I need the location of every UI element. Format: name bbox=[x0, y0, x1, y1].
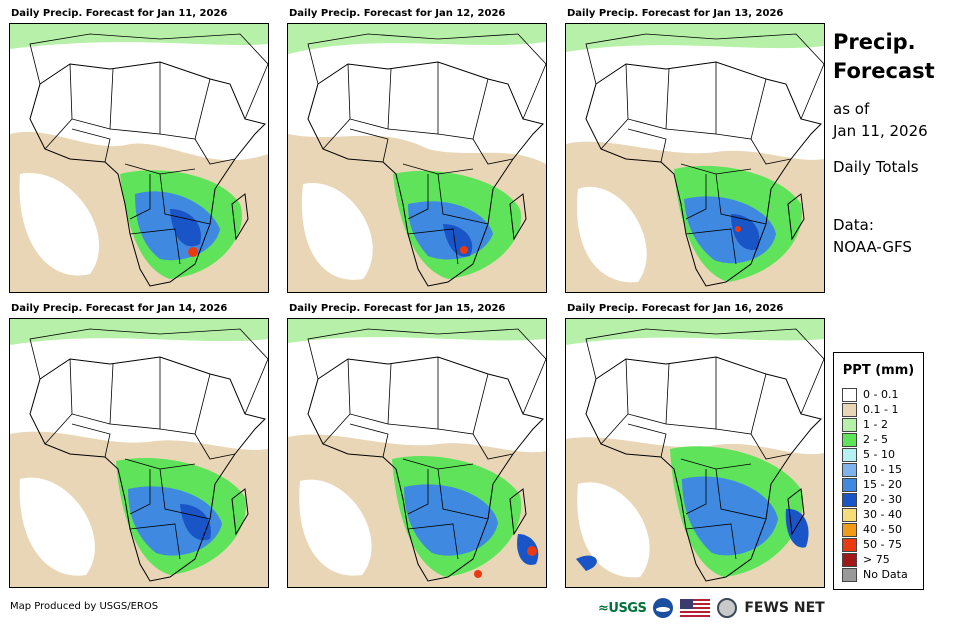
panel-jan-14: Daily Precip. Forecast for Jan 14, 2026 bbox=[9, 303, 271, 600]
panel-title: Daily Precip. Forecast for Jan 12, 2026 bbox=[289, 8, 506, 19]
legend-label: 50 - 75 bbox=[863, 538, 902, 551]
map-credit: Map Produced by USGS/EROS bbox=[10, 601, 159, 612]
panel-title: Daily Precip. Forecast for Jan 15, 2026 bbox=[289, 303, 506, 314]
us-flag-icon bbox=[680, 599, 711, 617]
forecast-map[interactable] bbox=[287, 318, 547, 588]
legend-swatch bbox=[842, 388, 857, 402]
legend-swatch bbox=[842, 523, 857, 537]
legend-item: 0 - 0.1 bbox=[842, 388, 898, 402]
legend-item: 5 - 10 bbox=[842, 448, 895, 462]
side-info: Precip. Forecast as of Jan 11, 2026 Dail… bbox=[833, 28, 963, 258]
legend-swatch bbox=[842, 448, 857, 462]
legend-label: > 75 bbox=[863, 553, 890, 566]
legend-item: No Data bbox=[842, 568, 908, 582]
panel-jan-11: Daily Precip. Forecast for Jan 11, 2026 bbox=[9, 8, 271, 305]
data-label: Data: bbox=[833, 216, 874, 234]
panel-title: Daily Precip. Forecast for Jan 13, 2026 bbox=[567, 8, 784, 19]
legend-item: 50 - 75 bbox=[842, 538, 902, 552]
legend-label: 20 - 30 bbox=[863, 493, 902, 506]
legend-label: 0 - 0.1 bbox=[863, 388, 899, 401]
data-source: NOAA-GFS bbox=[833, 238, 912, 256]
legend-swatch bbox=[842, 538, 857, 552]
fews-net-logo[interactable]: FEWS NET bbox=[744, 600, 825, 616]
legend-label: 1 - 2 bbox=[863, 418, 888, 431]
legend-swatch bbox=[842, 478, 857, 492]
legend-item: 1 - 2 bbox=[842, 418, 888, 432]
legend-label: No Data bbox=[863, 568, 908, 581]
forecast-map[interactable] bbox=[9, 23, 269, 293]
panel-jan-16: Daily Precip. Forecast for Jan 16, 2026 bbox=[565, 303, 827, 600]
legend-swatch bbox=[842, 403, 857, 417]
legend-item: 30 - 40 bbox=[842, 508, 902, 522]
legend-label: 10 - 15 bbox=[863, 463, 902, 476]
side-title-line2: Forecast bbox=[833, 59, 935, 83]
legend-item: 0.1 - 1 bbox=[842, 403, 898, 417]
legend-label: 15 - 20 bbox=[863, 478, 902, 491]
panel-jan-15: Daily Precip. Forecast for Jan 15, 2026 bbox=[287, 303, 549, 600]
precip-legend: PPT (mm) 0 - 0.1 0.1 - 1 1 - 2 2 - 5 5 - 10 1… bbox=[833, 352, 924, 590]
side-title-line1: Precip. bbox=[833, 30, 916, 54]
legend-swatch bbox=[842, 418, 857, 432]
logo-bar: ≈USGS FEWS NET bbox=[598, 595, 825, 621]
panel-title: Daily Precip. Forecast for Jan 14, 2026 bbox=[11, 303, 228, 314]
forecast-map[interactable] bbox=[9, 318, 269, 588]
legend-item: > 75 bbox=[842, 553, 890, 567]
legend-swatch bbox=[842, 553, 857, 567]
legend-item: 2 - 5 bbox=[842, 433, 888, 447]
legend-swatch bbox=[842, 508, 857, 522]
state-dept-seal-icon bbox=[717, 598, 738, 618]
legend-title: PPT (mm) bbox=[842, 363, 915, 378]
panel-title: Daily Precip. Forecast for Jan 11, 2026 bbox=[11, 8, 228, 19]
panel-title: Daily Precip. Forecast for Jan 16, 2026 bbox=[567, 303, 784, 314]
legend-swatch bbox=[842, 568, 857, 582]
legend-label: 0.1 - 1 bbox=[863, 403, 899, 416]
noaa-logo-icon[interactable] bbox=[653, 598, 674, 618]
legend-item: 10 - 15 bbox=[842, 463, 902, 477]
asof-date: Jan 11, 2026 bbox=[833, 122, 928, 140]
legend-label: 2 - 5 bbox=[863, 433, 888, 446]
legend-swatch bbox=[842, 463, 857, 477]
legend-label: 30 - 40 bbox=[863, 508, 902, 521]
legend-item: 20 - 30 bbox=[842, 493, 902, 507]
asof-label: as of bbox=[833, 100, 870, 118]
usgs-logo[interactable]: ≈USGS bbox=[598, 600, 647, 616]
forecast-map[interactable] bbox=[287, 23, 547, 293]
totals-label: Daily Totals bbox=[833, 158, 919, 176]
legend-label: 5 - 10 bbox=[863, 448, 895, 461]
legend-label: 40 - 50 bbox=[863, 523, 902, 536]
legend-item: 15 - 20 bbox=[842, 478, 902, 492]
legend-swatch bbox=[842, 493, 857, 507]
forecast-map[interactable] bbox=[565, 318, 825, 588]
legend-item: 40 - 50 bbox=[842, 523, 902, 537]
panel-jan-12: Daily Precip. Forecast for Jan 12, 2026 bbox=[287, 8, 549, 305]
forecast-map[interactable] bbox=[565, 23, 825, 293]
panel-jan-13: Daily Precip. Forecast for Jan 13, 2026 bbox=[565, 8, 827, 305]
legend-swatch bbox=[842, 433, 857, 447]
